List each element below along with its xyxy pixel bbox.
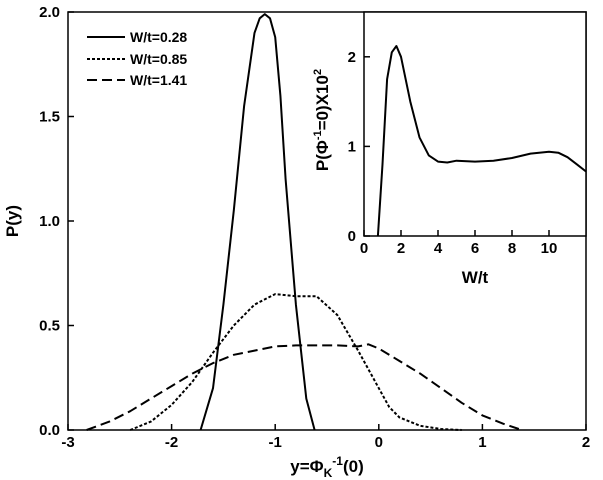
main-x-tick-label: -1 (269, 434, 282, 451)
legend-label-2: W/t=0.85 (130, 51, 187, 67)
inset-x-axis-label: W/t (462, 268, 489, 287)
main-series-2-line (129, 293, 462, 431)
main-x-tick-label: 2 (582, 434, 590, 451)
inset-y-tick-label: 0 (348, 228, 356, 245)
main-y-tick-label: 1.5 (39, 109, 60, 126)
main-x-label-sup: -1 (332, 454, 343, 468)
inset-y-tick-label: 1 (348, 138, 356, 155)
inset-y-label-pre: P(Φ (313, 140, 332, 171)
legend-label-1: W/t=0.28 (130, 29, 187, 45)
main-series-3-line (86, 343, 523, 431)
main-y-axis-label: P(y) (3, 205, 22, 237)
main-x-label-main: y=Φ (290, 457, 323, 476)
inset-x-tick-label: 0 (360, 240, 368, 257)
main-y-tick-label: 1.0 (39, 213, 60, 230)
inset-x-tick-label: 6 (471, 240, 479, 257)
inset-x-tick-label: 4 (434, 240, 443, 257)
inset-plot-frame (363, 11, 587, 237)
inset-series-lines (376, 45, 587, 237)
inset-x-tick-label: 2 (397, 240, 405, 257)
inset-y-axis-label: P(Φ-1=0)X102 (312, 69, 332, 171)
main-x-axis-label: y=ΦK-1(0) (290, 454, 363, 480)
main-x-label-sub: K (324, 466, 333, 480)
legend-label-3: W/t=1.41 (130, 72, 187, 88)
main-series-lines (86, 13, 523, 431)
inset-y-tick-label: 2 (348, 49, 356, 66)
main-axis-ticks: -3 -2 -1 0 1 2 0.0 0.5 1.0 1.5 2.0 (39, 4, 590, 451)
main-x-tick-label: 1 (478, 434, 486, 451)
main-y-tick-label: 0.0 (39, 422, 60, 439)
main-series-1-line (199, 13, 316, 431)
main-y-tick-label: 0.5 (39, 318, 60, 335)
inset-x-tick-label: 10 (541, 240, 558, 257)
main-x-tick-label: 0 (375, 434, 383, 451)
legend: W/t=0.28 W/t=0.85 W/t=1.41 (87, 29, 187, 88)
inset-y-label-sup2: 2 (312, 69, 324, 75)
main-x-label-tail: (0) (343, 457, 364, 476)
inset-axis-ticks: 0 2 4 6 8 10 0 1 2 (348, 49, 558, 257)
main-x-tick-label: -2 (165, 434, 178, 451)
main-x-tick-label: -3 (61, 434, 74, 451)
inset-y-label-sup1: -1 (312, 130, 324, 140)
inset-series-1-line (376, 45, 587, 237)
inset-y-label-mid: =0)X10 (313, 75, 332, 130)
main-y-tick-label: 2.0 (39, 4, 60, 21)
inset-x-tick-label: 8 (508, 240, 516, 257)
